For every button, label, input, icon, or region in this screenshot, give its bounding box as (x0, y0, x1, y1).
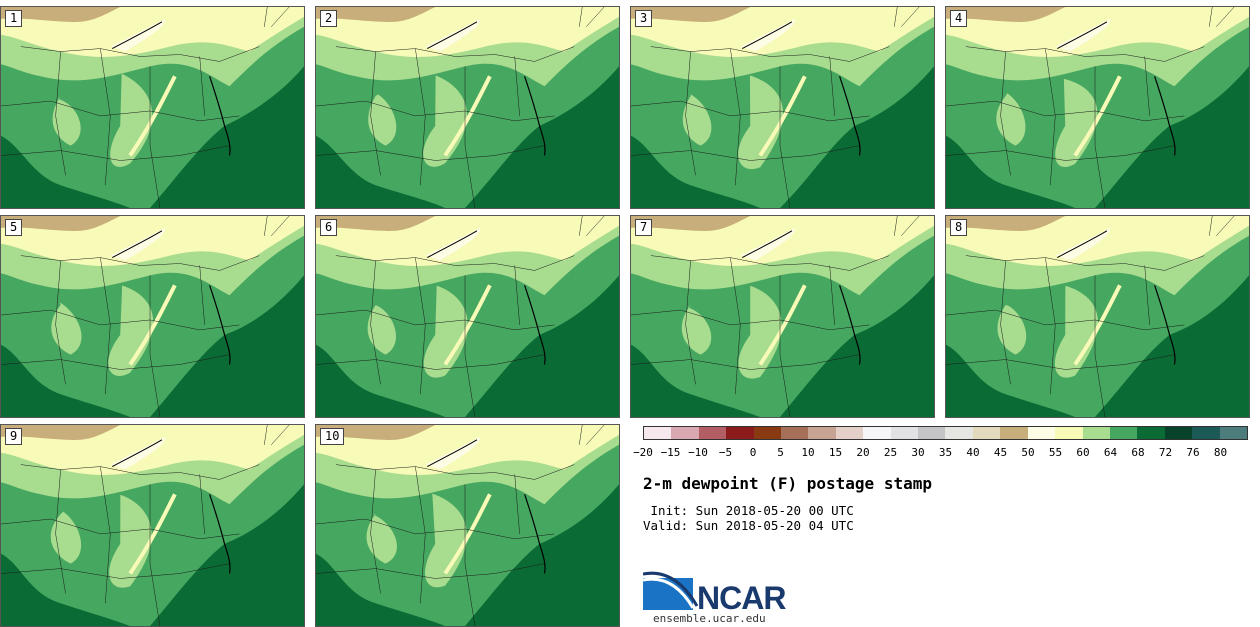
colorbar-tick-label: 80 (1213, 446, 1228, 459)
member-label: 6 (320, 219, 338, 236)
colorbar-segment (1027, 427, 1056, 439)
dewpoint-colorbar (643, 426, 1248, 440)
colorbar-segment (1219, 427, 1247, 439)
colorbar-tick-label: 76 (1186, 446, 1200, 459)
member-label: 5 (5, 219, 23, 236)
colorbar-segment (1137, 427, 1165, 439)
init-time: Init: Sun 2018-05-20 00 UTC (643, 503, 854, 518)
colorbar-tick-label: −10 (688, 446, 708, 459)
colorbar-tick-label: 45 (993, 446, 1008, 459)
colorbar-segment (1164, 427, 1193, 439)
stamp-panel: 8 (945, 215, 1250, 418)
colorbar-tick-label: 0 (749, 446, 757, 459)
colorbar-segment (945, 427, 973, 439)
stamp-panel: 2 (315, 6, 620, 209)
colorbar-tick-label: −15 (660, 446, 681, 459)
plot-title: 2-m dewpoint (F) postage stamp (643, 474, 932, 493)
ncar-logo-icon (643, 571, 699, 610)
colorbar-segment (753, 427, 782, 439)
colorbar-segment (1000, 427, 1028, 439)
colorbar-segment (1192, 427, 1220, 439)
member-label: 8 (950, 219, 968, 236)
colorbar-tick-label: 40 (966, 446, 980, 459)
member-label: 9 (5, 428, 23, 445)
colorbar-segment (835, 427, 864, 439)
stamp-panel: 3 (630, 6, 935, 209)
stamp-panel: 7 (630, 215, 935, 418)
colorbar-segment (644, 427, 672, 439)
colorbar-tick-label: 60 (1076, 446, 1090, 459)
colorbar-tick-label: 72 (1158, 446, 1173, 459)
stamp-panel: 9 (0, 424, 305, 627)
colorbar-segment (671, 427, 699, 439)
colorbar-tick-label: 5 (777, 446, 784, 459)
member-label: 4 (950, 10, 968, 27)
colorbar-segment (863, 427, 891, 439)
logo-wordmark: NCAR (697, 580, 786, 616)
colorbar-segment (698, 427, 727, 439)
colorbar-segment (781, 427, 809, 439)
colorbar-tick-label: 25 (883, 446, 898, 459)
colorbar-tick-label: −5 (718, 446, 733, 459)
colorbar-segment (890, 427, 919, 439)
colorbar-tick-label: 50 (1021, 446, 1035, 459)
colorbar-segment (808, 427, 836, 439)
member-label: 10 (320, 428, 345, 445)
colorbar-segment (1109, 427, 1138, 439)
member-label: 1 (5, 10, 23, 27)
colorbar-segment (972, 427, 1001, 439)
stamp-panel: 1 (0, 6, 305, 209)
logo-url: ensemble.ucar.edu (653, 612, 766, 625)
colorbar-ticks: −20 −15 −10 −5 0 5 10 15 20 25 30 35 40 45 50 55 60 64 68 7… (633, 446, 1248, 460)
valid-time: Valid: Sun 2018-05-20 04 UTC (643, 518, 854, 533)
colorbar-tick-label: 15 (828, 446, 843, 459)
stamp-panel: 6 (315, 215, 620, 418)
stamp-panel: 5 (0, 215, 305, 418)
member-label: 3 (635, 10, 653, 27)
stamp-panel: 10 (315, 424, 620, 627)
member-label: 7 (635, 219, 653, 236)
colorbar-segment (1055, 427, 1083, 439)
colorbar-tick-label: 64 (1103, 446, 1118, 459)
colorbar-tick-label: 20 (856, 446, 870, 459)
colorbar-tick-label: 68 (1131, 446, 1145, 459)
colorbar-segment (1082, 427, 1110, 439)
colorbar-tick-label: 55 (1048, 446, 1063, 459)
colorbar-segment (918, 427, 946, 439)
member-label: 2 (320, 10, 338, 27)
colorbar-tick-label: 30 (911, 446, 925, 459)
colorbar-tick-label: 10 (801, 446, 815, 459)
colorbar-segment (726, 427, 754, 439)
colorbar-tick-label: 35 (938, 446, 953, 459)
stamp-panel: 4 (945, 6, 1250, 209)
colorbar-tick-label: −20 (633, 446, 653, 459)
